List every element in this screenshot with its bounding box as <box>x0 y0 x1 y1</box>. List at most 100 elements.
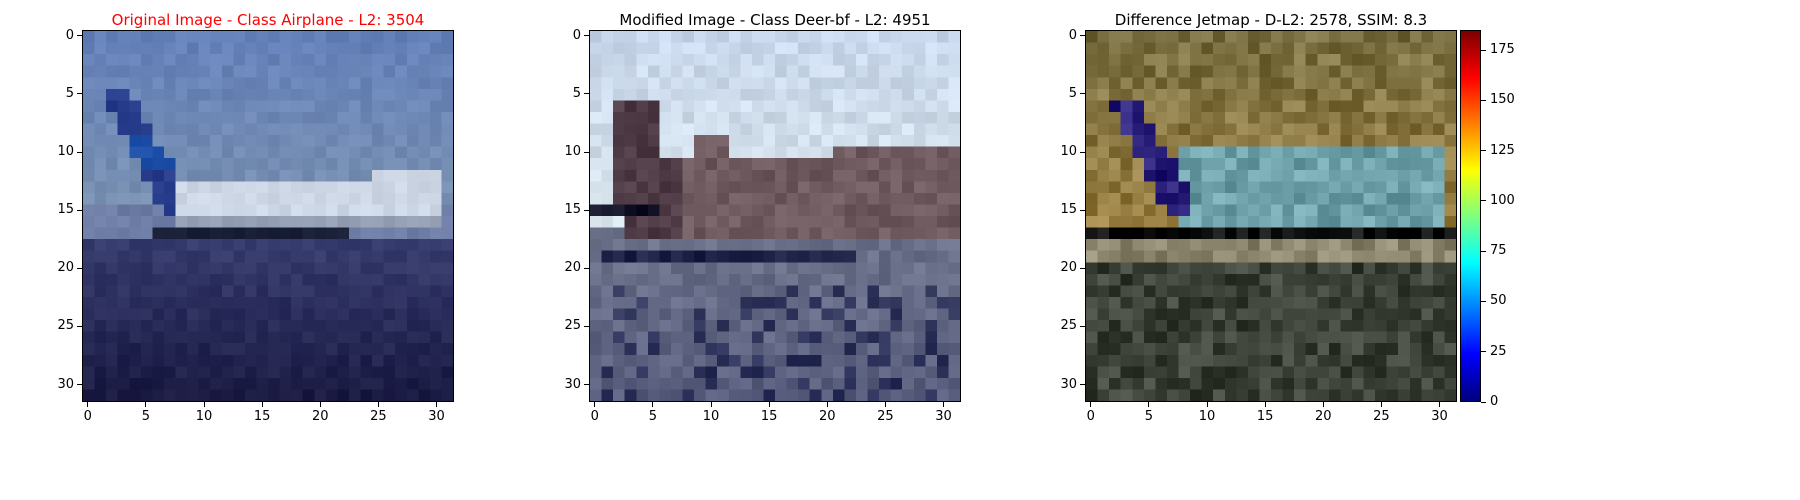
x-tick-label: 0 <box>83 409 92 424</box>
panel-2-image <box>589 30 961 402</box>
y-tick-mark <box>584 267 589 269</box>
y-tick-mark <box>1080 267 1085 269</box>
colorbar-tick-mark <box>1481 49 1486 51</box>
y-tick-label: 25 <box>57 318 74 334</box>
y-tick-label: 15 <box>1060 202 1077 218</box>
colorbar <box>1460 30 1481 402</box>
y-tick-mark <box>77 384 82 386</box>
colorbar-tick-mark <box>1481 351 1486 353</box>
colorbar-tick-mark <box>1481 150 1486 152</box>
x-tick-mark <box>1439 402 1441 407</box>
y-tick-mark <box>584 209 589 211</box>
y-tick-mark <box>584 384 589 386</box>
panel-3-image <box>1085 30 1457 402</box>
y-tick-label: 0 <box>65 27 74 43</box>
panel-1-image <box>82 30 454 402</box>
colorbar-tick-label: 150 <box>1490 92 1515 108</box>
x-tick-mark <box>652 402 654 407</box>
y-tick-label: 5 <box>65 85 74 101</box>
y-tick-label: 5 <box>572 85 581 101</box>
x-tick-label: 20 <box>1315 409 1332 424</box>
x-tick-mark <box>319 402 321 407</box>
x-tick-mark <box>884 402 886 407</box>
y-tick-mark <box>77 93 82 95</box>
x-tick-mark <box>203 402 205 407</box>
x-tick-label: 0 <box>1086 409 1095 424</box>
x-tick-mark <box>594 402 596 407</box>
y-tick-mark <box>1080 151 1085 153</box>
panel-3-title: Difference Jetmap - D-L2: 2578, SSIM: 8.… <box>1114 11 1428 29</box>
colorbar-tick-mark <box>1481 99 1486 101</box>
x-tick-label: 5 <box>141 409 151 424</box>
y-tick-mark <box>77 209 82 211</box>
y-tick-label: 0 <box>572 27 581 43</box>
colorbar-gradient <box>1461 31 1480 401</box>
difference-jetmap-image <box>1086 31 1456 401</box>
y-tick-label: 15 <box>57 202 74 218</box>
y-tick-mark <box>584 325 589 327</box>
y-tick-mark <box>584 93 589 95</box>
y-tick-label: 30 <box>57 376 74 392</box>
y-tick-label: 25 <box>564 318 581 334</box>
colorbar-tick-mark <box>1481 300 1486 302</box>
x-tick-mark <box>1090 402 1092 407</box>
airplane-image <box>83 31 453 401</box>
x-tick-label: 25 <box>877 409 894 424</box>
colorbar-tick-label: 50 <box>1490 293 1507 309</box>
x-tick-label: 25 <box>1373 409 1390 424</box>
colorbar-tick-label: 75 <box>1490 243 1507 259</box>
y-tick-label: 30 <box>564 376 581 392</box>
x-tick-label: 0 <box>590 409 599 424</box>
x-tick-label: 15 <box>760 409 778 424</box>
deer-image <box>590 31 960 401</box>
colorbar-tick-label: 100 <box>1490 192 1515 208</box>
y-tick-label: 5 <box>1068 85 1077 101</box>
y-tick-mark <box>584 35 589 37</box>
colorbar-tick-label: 0 <box>1490 394 1499 409</box>
x-tick-label: 30 <box>1431 409 1448 424</box>
colorbar-tick-mark <box>1481 200 1486 202</box>
x-tick-label: 5 <box>648 409 658 424</box>
x-tick-mark <box>1264 402 1266 407</box>
x-tick-mark <box>768 402 770 407</box>
x-tick-mark <box>145 402 147 407</box>
x-tick-label: 10 <box>1198 409 1216 424</box>
y-tick-mark <box>1080 35 1085 37</box>
x-tick-mark <box>87 402 89 407</box>
y-tick-label: 15 <box>564 202 581 218</box>
y-tick-label: 10 <box>1060 144 1077 160</box>
y-tick-label: 10 <box>57 144 74 160</box>
x-tick-label: 20 <box>819 409 836 424</box>
colorbar-tick-label: 25 <box>1490 343 1507 359</box>
y-tick-mark <box>1080 93 1085 95</box>
y-tick-mark <box>77 151 82 153</box>
colorbar-tick-label: 175 <box>1490 42 1515 58</box>
colorbar-tick-label: 125 <box>1490 142 1515 158</box>
x-tick-label: 15 <box>1256 409 1274 424</box>
x-tick-label: 20 <box>312 409 329 424</box>
y-tick-label: 30 <box>1060 376 1077 392</box>
y-tick-mark <box>77 267 82 269</box>
x-tick-mark <box>710 402 712 407</box>
x-tick-label: 5 <box>1144 409 1154 424</box>
x-tick-mark <box>943 402 945 407</box>
y-tick-label: 20 <box>57 260 74 276</box>
x-tick-mark <box>1148 402 1150 407</box>
y-tick-mark <box>77 325 82 327</box>
x-tick-label: 25 <box>370 409 387 424</box>
y-tick-mark <box>77 35 82 37</box>
x-tick-mark <box>261 402 263 407</box>
x-tick-mark <box>436 402 438 407</box>
x-tick-label: 30 <box>935 409 952 424</box>
x-tick-mark <box>826 402 828 407</box>
x-tick-label: 15 <box>253 409 271 424</box>
panel-2-title: Modified Image - Class Deer-bf - L2: 495… <box>619 11 931 29</box>
y-tick-label: 20 <box>1060 260 1077 276</box>
y-tick-label: 10 <box>564 144 581 160</box>
y-tick-mark <box>1080 209 1085 211</box>
colorbar-tick-mark <box>1481 250 1486 252</box>
x-tick-mark <box>377 402 379 407</box>
y-tick-label: 0 <box>1068 27 1077 43</box>
y-tick-label: 20 <box>564 260 581 276</box>
x-tick-label: 10 <box>195 409 213 424</box>
